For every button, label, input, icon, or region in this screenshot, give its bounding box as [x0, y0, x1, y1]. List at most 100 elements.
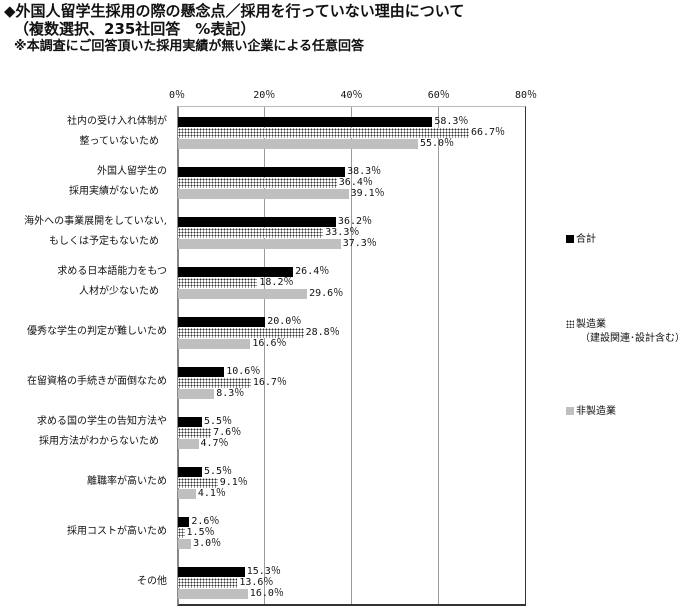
category-label: 採用コストが高いため	[67, 526, 167, 537]
legend-label-nonmfg: 非製造業	[576, 406, 616, 417]
bar-mfg	[178, 228, 324, 238]
bar-nonmfg	[178, 589, 248, 599]
value-label-mfg: 1.5％	[186, 527, 215, 538]
category-label: 求める日本語能力をもつ人材が少ないため	[0, 262, 167, 302]
bar-total	[178, 117, 433, 127]
bar-nonmfg	[178, 489, 196, 499]
bar-nonmfg	[178, 339, 251, 349]
gridline-40	[351, 107, 352, 604]
bar-mfg	[178, 528, 185, 538]
x-tick-label: 60％	[427, 90, 450, 101]
category-label-line2: 人材が少ないため	[79, 286, 159, 297]
value-label-total: 58.3％	[434, 116, 469, 127]
bar-mfg	[178, 478, 218, 488]
legend-label-mfg-sub: （建設関連･設計含む）	[580, 333, 685, 344]
bar-nonmfg	[178, 289, 308, 299]
value-label-mfg: 66.7％	[470, 127, 506, 138]
bar-nonmfg	[178, 439, 199, 449]
category-label-line1: 海外への事業展開をしていない,	[24, 216, 167, 227]
bar-nonmfg	[178, 189, 349, 199]
value-label-total: 5.5％	[203, 466, 233, 477]
category-label-line1: 社内の受け入れ体制が	[67, 116, 167, 127]
bar-nonmfg	[178, 539, 192, 549]
category-label: 海外への事業展開をしていない, もしくは予定もないため	[0, 212, 167, 252]
value-label-nonmfg: 3.0％	[193, 538, 222, 549]
bar-total	[178, 267, 294, 277]
bar-total	[178, 517, 190, 527]
value-label-nonmfg: 4.7％	[200, 438, 229, 449]
bar-mfg	[178, 428, 212, 438]
legend-swatch-total-icon	[566, 235, 574, 243]
value-label-nonmfg: 8.3％	[216, 388, 245, 399]
value-label-total: 26.4％	[295, 266, 330, 277]
value-label-total: 2.6％	[191, 516, 220, 527]
value-label-total: 5.5％	[203, 416, 233, 427]
value-label-mfg: 16.7％	[252, 377, 287, 388]
bar-mfg	[178, 178, 337, 188]
value-label-mfg: 36.4％	[338, 177, 373, 188]
category-label: 優秀な学生の判定が難しいため	[27, 326, 167, 337]
x-tick-label: 20％	[253, 90, 276, 101]
value-label-mfg: 7.6％	[213, 427, 242, 438]
value-label-nonmfg: 4.1％	[197, 488, 226, 499]
category-label-line1: 求める日本語能力をもつ	[57, 266, 167, 277]
bar-mfg	[178, 278, 258, 288]
value-label-total: 38.3％	[347, 166, 382, 177]
bar-nonmfg	[178, 389, 215, 399]
legend-mfg: 製造業 （建設関連･設計含む）	[566, 318, 685, 346]
bar-total	[178, 317, 266, 327]
legend-label-mfg: 製造業	[576, 319, 606, 330]
bar-total	[178, 167, 346, 177]
legend-nonmfg: 非製造業	[566, 405, 616, 419]
legend-label-total: 合計	[576, 234, 596, 245]
value-label-mfg: 18.2％	[259, 277, 294, 288]
value-label-mfg: 13.6％	[239, 577, 274, 588]
gridline-60	[438, 107, 439, 604]
value-label-total: 20.0％	[267, 316, 302, 327]
chart-note: ※本調査にご回答頂いた採用実績が無い企業による任意回答	[14, 39, 364, 54]
category-label-line1: 求める国の学生の告知方法や	[37, 416, 167, 427]
bar-total	[178, 467, 202, 477]
value-label-nonmfg: 16.6％	[252, 338, 287, 349]
plot-area	[177, 106, 526, 606]
category-label-line2: 採用実績がないため	[69, 186, 159, 197]
value-label-total: 10.6％	[226, 366, 261, 377]
bar-nonmfg	[178, 239, 341, 249]
x-tick-label: 80％	[514, 90, 538, 101]
category-label-line2: もしくは予定もないため	[49, 236, 159, 247]
chart-title: ◆外国人留学生採用の際の懸念点／採用を行っていない理由について	[4, 2, 465, 20]
value-label-nonmfg: 37.3％	[342, 238, 377, 249]
bar-total	[178, 417, 202, 427]
chart-header: ◆外国人留学生採用の際の懸念点／採用を行っていない理由について （複数選択、23…	[4, 2, 464, 55]
value-label-nonmfg: 16.0％	[249, 588, 284, 599]
x-tick-label: 40％	[340, 90, 363, 101]
bar-mfg	[178, 378, 251, 388]
category-label-line1: 外国人留学生の	[97, 166, 167, 177]
value-label-mfg: 28.8％	[305, 327, 340, 338]
category-label-line2: 整っていないため	[79, 136, 160, 147]
bar-nonmfg	[178, 139, 418, 149]
gridline-20	[264, 107, 265, 604]
bar-total	[178, 367, 225, 377]
category-label: 求める国の学生の告知方法や 採用方法がわからないため	[0, 412, 167, 452]
value-label-nonmfg: 55.0％	[419, 138, 455, 149]
legend-swatch-mfg-icon	[566, 320, 574, 328]
bar-mfg	[178, 328, 304, 338]
value-label-mfg: 9.1％	[219, 477, 248, 488]
value-label-nonmfg: 39.1％	[350, 188, 385, 199]
bar-mfg	[178, 578, 238, 588]
x-tick-label: 0％	[168, 90, 186, 101]
legend-total: 合計	[566, 233, 596, 247]
bar-total	[178, 217, 336, 227]
bar-total	[178, 567, 245, 577]
value-label-nonmfg: 29.6％	[309, 288, 344, 299]
value-label-total: 15.3％	[246, 566, 281, 577]
value-label-total: 36.2％	[337, 216, 373, 227]
category-label: 外国人留学生の採用実績がないため	[0, 162, 167, 202]
legend-swatch-nonmfg-icon	[566, 407, 574, 415]
bar-mfg	[178, 128, 469, 138]
category-label-line2: 採用方法がわからないため	[39, 436, 159, 447]
category-label: 在留資格の手続きが面倒なため	[27, 376, 167, 387]
value-label-mfg: 33.3％	[325, 227, 360, 238]
category-label: 社内の受け入れ体制が 整っていないため	[0, 112, 167, 152]
